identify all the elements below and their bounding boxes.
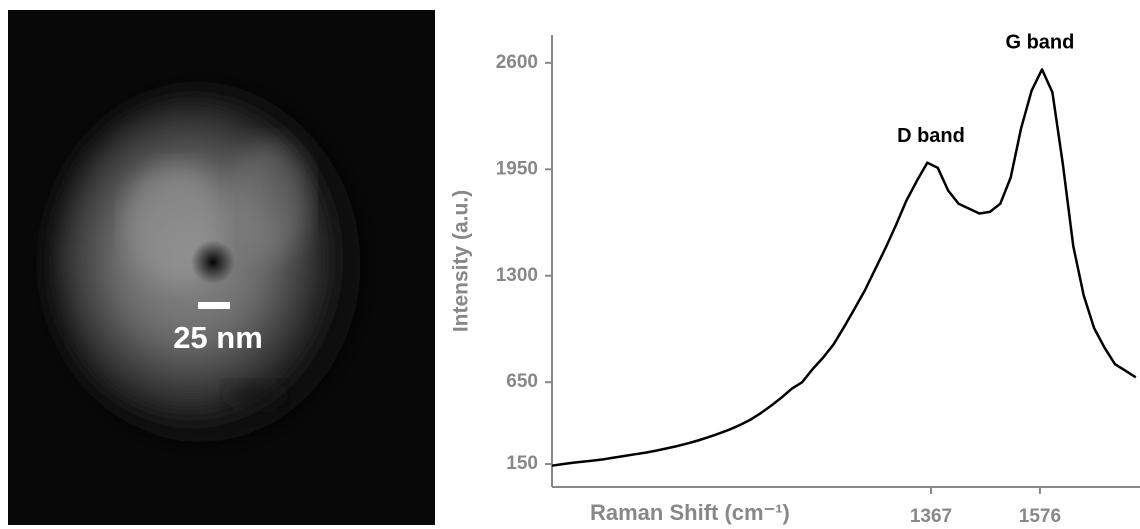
peak-annotation: G band bbox=[1005, 32, 1074, 54]
spectrum-line bbox=[551, 68, 1137, 467]
y-tick-label: 1300 bbox=[496, 265, 538, 286]
y-tick-label: 1950 bbox=[496, 158, 538, 179]
scale-bar bbox=[198, 302, 230, 309]
chart: Raman Shift (cm⁻¹) Intensity (a.u.) 150 6… bbox=[450, 32, 1140, 527]
y-axis-label: Intensity (a.u.) bbox=[450, 190, 473, 332]
y-tick-label: 2600 bbox=[496, 52, 538, 73]
micrograph: 25 nm bbox=[8, 10, 435, 525]
x-axis-label: Raman Shift (cm⁻¹) bbox=[590, 500, 790, 525]
scale-bar-label: 25 nm bbox=[173, 320, 263, 355]
x-tick-label: 1367 bbox=[910, 506, 952, 527]
peak-annotation: D band bbox=[897, 125, 965, 147]
y-tick-label: 650 bbox=[506, 371, 538, 392]
y-tick-label: 150 bbox=[506, 453, 538, 474]
x-tick-label: 1576 bbox=[1019, 506, 1061, 527]
